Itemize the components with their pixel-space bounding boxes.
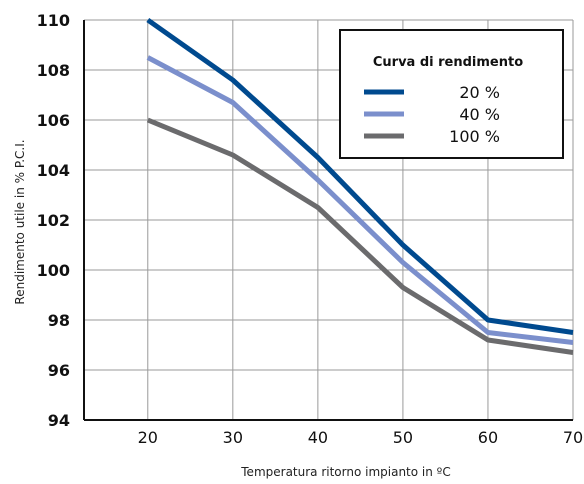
series-line	[146, 117, 574, 355]
y-tick-label: 104	[37, 161, 70, 180]
x-axis-label: Temperatura ritorno impianto in ºC	[240, 465, 450, 479]
axes	[83, 20, 573, 421]
y-tick-label: 110	[37, 11, 70, 30]
legend-label: 100 %	[449, 127, 500, 146]
y-axis-label: Rendimento utile in % P.C.I.	[13, 139, 27, 304]
x-tick-label: 50	[393, 428, 413, 447]
series-line	[146, 55, 574, 345]
y-tick-label: 106	[37, 111, 70, 130]
legend-label: 40 %	[459, 105, 500, 124]
x-tick-label: 30	[223, 428, 243, 447]
y-tick-label: 100	[37, 261, 70, 280]
x-tick-label: 20	[138, 428, 158, 447]
series-line	[146, 17, 574, 335]
x-tick-label: 60	[478, 428, 498, 447]
series-lines	[146, 17, 574, 355]
y-tick-label: 96	[48, 361, 70, 380]
legend: Curva di rendimento 20 % 40 % 100 %	[339, 29, 564, 159]
tick-labels: 94 96 98 100 102 104 106 108 110 20 30 40 50 60 70	[37, 11, 584, 447]
y-tick-label: 108	[37, 61, 70, 80]
x-tick-label: 40	[308, 428, 328, 447]
legend-label: 20 %	[459, 83, 500, 102]
legend-title: Curva di rendimento	[373, 55, 523, 70]
legend-entries: 20 % 40 % 100 %	[364, 83, 500, 146]
x-tick-label: 70	[563, 428, 583, 447]
y-tick-label: 98	[48, 311, 70, 330]
y-tick-label: 102	[37, 211, 70, 230]
y-tick-label: 94	[48, 411, 70, 430]
